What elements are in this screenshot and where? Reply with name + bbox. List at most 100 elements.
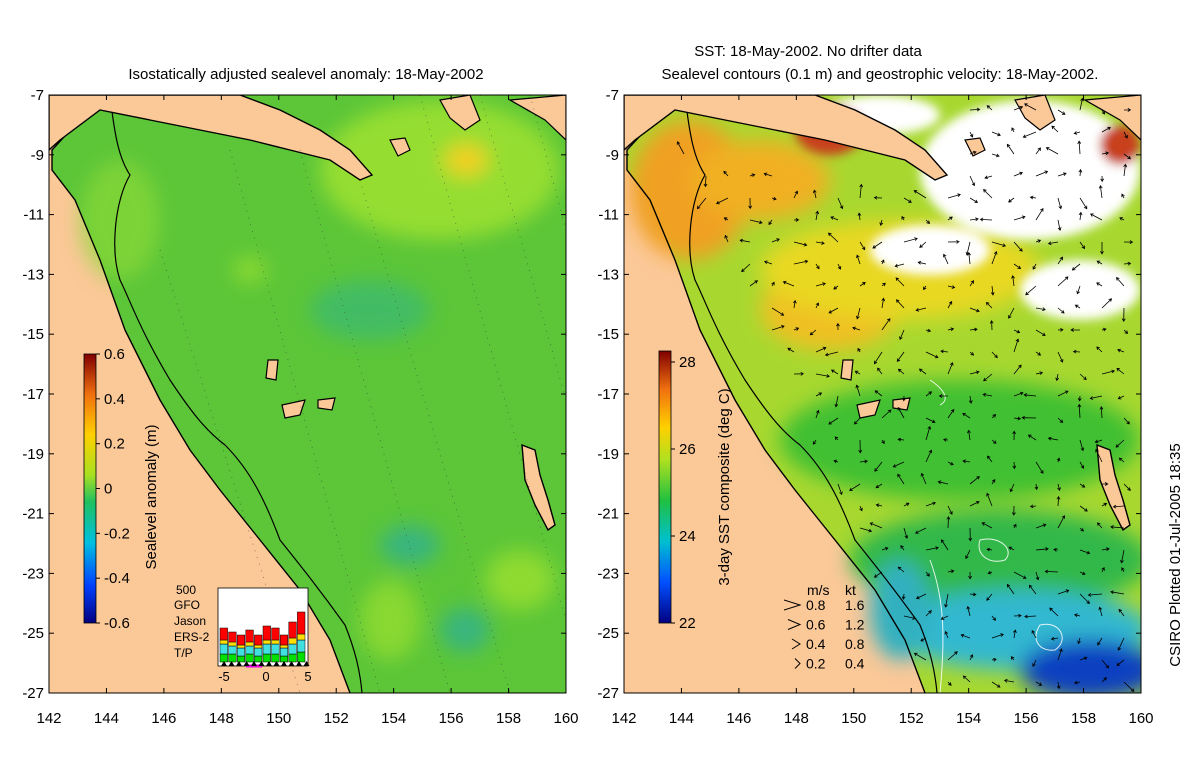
left-light-region-ne — [320, 100, 560, 240]
velocity-arrow — [815, 346, 827, 353]
velocity-arrow — [947, 239, 960, 244]
velocity-arrow — [768, 219, 773, 226]
velocity-arrow — [1102, 482, 1109, 486]
velocity-arrow — [881, 409, 892, 419]
inset-bar-segment — [297, 611, 306, 635]
velocity-arrow — [793, 259, 809, 265]
inset-x-tick-label: 5 — [304, 669, 311, 684]
velocity-arrow — [969, 327, 978, 332]
inset-bar-segment — [219, 639, 228, 645]
velocity-arrow — [1057, 109, 1066, 115]
velocity-arrow — [875, 503, 883, 508]
velocity-arrow — [859, 459, 868, 464]
y-tick-label: -11 — [23, 207, 44, 224]
velocity-arrow — [1077, 403, 1082, 419]
velocity-arrow — [1013, 105, 1024, 111]
right-png-land — [624, 95, 949, 181]
velocity-arrow — [983, 373, 993, 382]
right-green-band — [780, 380, 1140, 500]
left-colorbar-ticks: 0.6 0.4 0.2 0 -0.2 -0.4 -0.6 — [96, 346, 130, 632]
velocity-arrow — [913, 652, 927, 661]
velocity-arrow — [991, 153, 1000, 158]
colorbar-tick-label: 0.2 — [104, 436, 125, 453]
velocity-arrow — [771, 307, 785, 316]
inset-x-tick-label: 0 — [262, 669, 269, 684]
velocity-arrow — [960, 633, 971, 639]
inset-legend-ers-2: ERS-2 — [174, 630, 210, 644]
inset-bar-segment — [279, 647, 289, 657]
velocity-arrow — [1035, 681, 1043, 686]
velocity-arrow — [1022, 131, 1037, 138]
inset-bar-segment — [297, 651, 306, 663]
velocity-arrow — [989, 320, 994, 331]
velocity-arrow — [925, 449, 933, 463]
velocity-arrow — [1057, 219, 1062, 231]
velocity-arrow — [1079, 439, 1085, 452]
velocity-arrow — [947, 216, 953, 221]
velocity-arrow — [925, 501, 937, 507]
velocity-arrow — [925, 328, 932, 333]
velocity-arrow — [1079, 373, 1087, 381]
inset-bar-segment — [262, 653, 271, 663]
velocity-arrow — [771, 238, 780, 243]
velocity-arrow — [915, 593, 927, 600]
inset-bar-segment — [279, 644, 289, 649]
velocity-arrow — [966, 605, 971, 617]
velocity-arrow — [793, 371, 805, 376]
velocity-legend-header-ms: m/s — [807, 582, 830, 598]
velocity-arrow — [1123, 108, 1132, 112]
velocity-arrow — [1101, 369, 1116, 375]
left-yellow-spot — [444, 144, 488, 176]
right-cold-se — [1020, 640, 1141, 693]
velocity-arrow — [1013, 364, 1022, 375]
velocity-arrow — [703, 175, 708, 188]
left-shelf-contour — [109, 95, 363, 693]
velocity-arrow — [1072, 349, 1081, 354]
velocity-arrow — [1101, 547, 1110, 552]
velocity-arrow — [947, 461, 954, 466]
velocity-arrow — [1123, 483, 1131, 491]
velocity-arrow — [1079, 656, 1088, 661]
velocity-arrow — [925, 546, 939, 551]
velocity-arrow — [1013, 171, 1024, 177]
velocity-arrow — [792, 299, 797, 309]
inset-bar-segment — [279, 634, 289, 646]
velocity-arrow — [834, 436, 839, 441]
velocity-arrow — [1013, 571, 1027, 579]
velocity-arrow — [676, 141, 685, 155]
inset-baseline-marker — [251, 661, 257, 666]
velocity-arrow — [1117, 637, 1125, 651]
velocity-arrow — [815, 392, 823, 397]
x-tick-label: 156 — [439, 710, 464, 727]
velocity-arrow — [1013, 613, 1022, 618]
velocity-arrow — [1123, 240, 1134, 244]
velocity-arrow — [1094, 439, 1103, 444]
velocity-arrow — [991, 351, 998, 359]
velocity-arrow — [815, 373, 830, 378]
velocity-arrow — [1070, 328, 1080, 332]
velocity-arrow — [1035, 208, 1044, 221]
colorbar-tick-label: 22 — [679, 615, 696, 632]
velocity-arrow — [969, 654, 974, 661]
velocity-legend-arrow — [791, 638, 801, 650]
left-teal-region-3 — [440, 608, 490, 652]
y-tick-label: -19 — [22, 446, 44, 463]
velocity-arrow — [991, 241, 1007, 248]
inset-legend: GFO Jason ERS-2 T/P — [174, 598, 210, 660]
velocity-arrow — [1051, 125, 1059, 133]
velocity-arrow — [969, 107, 981, 112]
inset-baseline-marker — [273, 661, 280, 666]
velocity-arrow — [855, 384, 861, 397]
x-tick-label: 158 — [496, 710, 521, 727]
right-hot-patch-2 — [1100, 125, 1140, 165]
velocity-arrow — [793, 190, 798, 199]
velocity-arrow — [925, 351, 939, 359]
y-tick-label: -23 — [22, 565, 44, 582]
right-velocity-arrows — [676, 97, 1135, 692]
x-tick-label: 150 — [841, 710, 866, 727]
velocity-arrow — [1035, 523, 1047, 529]
velocity-arrow — [877, 367, 883, 375]
velocity-arrow — [1079, 461, 1084, 469]
velocity-arrow — [944, 630, 949, 639]
